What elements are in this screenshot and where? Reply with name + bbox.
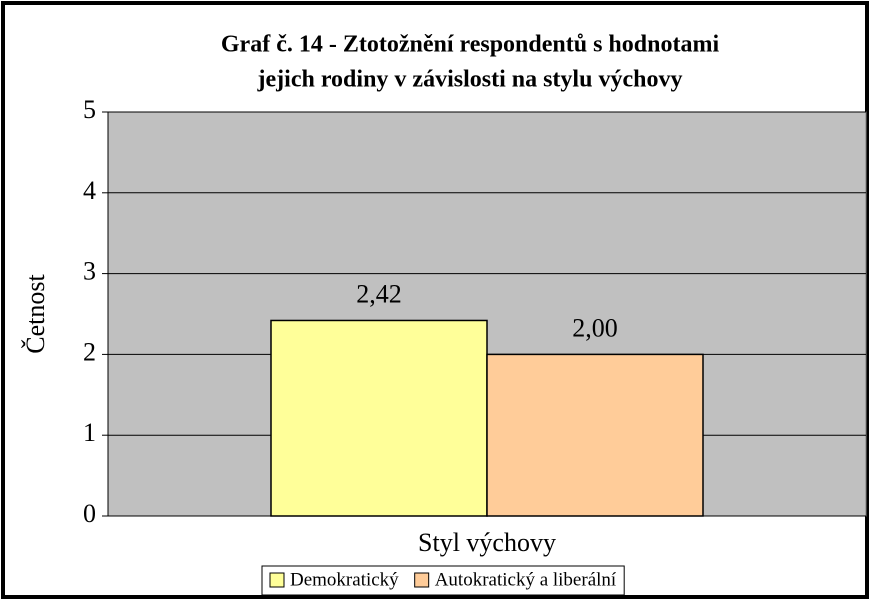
legend-swatch [414, 572, 430, 588]
y-tick-label: 4 [83, 176, 96, 205]
bar [270, 319, 488, 517]
legend-label: Autokratický a liberální [435, 569, 617, 590]
legend-label: Demokratický [290, 569, 399, 590]
legend-swatch [269, 572, 285, 588]
y-tick-label: 2 [83, 337, 96, 366]
y-tick-label: 5 [83, 95, 96, 124]
y-axis-label: Četnost [21, 274, 50, 354]
y-tick-label: 0 [83, 499, 96, 528]
legend [261, 565, 625, 596]
chart-title: jejich rodiny v závislosti na stylu vých… [257, 67, 683, 93]
y-tick-label: 3 [83, 257, 96, 286]
y-tick-label: 1 [83, 418, 96, 447]
chart-title: Graf č. 14 - Ztotožnění respondentů s ho… [221, 32, 720, 58]
x-axis-label: Styl výchovy [418, 528, 556, 557]
value-label: 2,42 [356, 279, 402, 308]
value-label: 2,00 [572, 313, 618, 342]
bar [486, 353, 704, 517]
